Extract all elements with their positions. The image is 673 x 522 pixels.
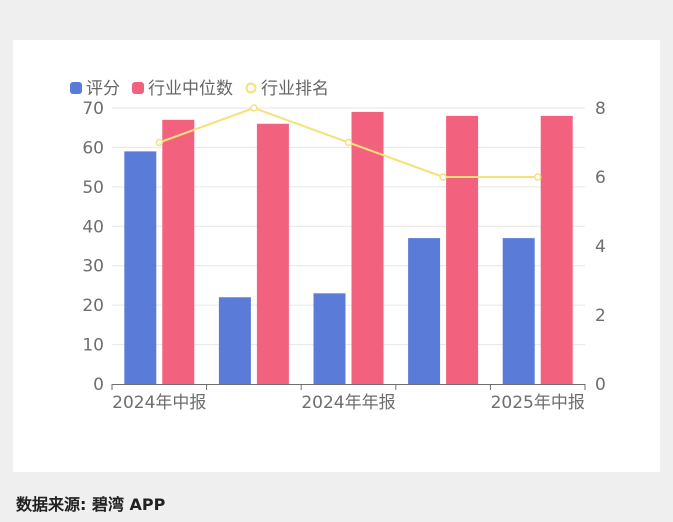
data-source-label: 数据来源: 碧湾 APP — [16, 495, 166, 514]
chart-axes: 0 10 20 30 40 50 60 70 0 2 4 6 8 2024年中报 2024年年报 2025年中… — [82, 99, 605, 413]
legend-label-行业中位数: 行业中位数 — [148, 79, 233, 99]
legend-label-评分: 评分 — [86, 79, 120, 99]
bar-行业中位数 — [162, 119, 195, 384]
y-left-tick-label: 60 — [82, 138, 104, 158]
y-right-tick-label: 6 — [595, 168, 606, 188]
bar-评分 — [124, 151, 157, 384]
y-left-tick-label: 50 — [82, 178, 104, 198]
legend-swatch-行业中位数 — [132, 82, 144, 94]
y-left-tick-label: 0 — [93, 375, 104, 395]
chart-line — [155, 104, 542, 181]
bar-评分 — [218, 297, 251, 384]
chart: 评分 行业中位数 行业排名 0 10 20 30 40 50 60 70 0 2 4 6 8 2024年中报 2… — [70, 79, 606, 413]
bar-评分 — [313, 293, 346, 384]
y-right-tick-label: 2 — [595, 306, 606, 326]
bar-行业中位数 — [351, 111, 384, 384]
y-right-tick-label: 8 — [595, 99, 606, 119]
y-right-tick-label: 4 — [595, 237, 606, 257]
x-tick-label: 2024年年报 — [301, 393, 395, 413]
bar-行业中位数 — [540, 115, 573, 384]
chart-bars — [124, 111, 573, 385]
legend-swatch-评分 — [70, 82, 82, 94]
point-行业排名 — [344, 138, 353, 147]
y-left-tick-label: 70 — [82, 99, 104, 119]
chart-card: 评分 行业中位数 行业排名 0 10 20 30 40 50 60 70 0 2 4 6 8 2024年中报 2… — [13, 40, 660, 472]
y-left-tick-label: 40 — [82, 217, 104, 237]
y-left-tick-label: 30 — [82, 257, 104, 277]
point-行业排名 — [155, 138, 164, 147]
legend-label-行业排名: 行业排名 — [261, 79, 329, 99]
y-left-tick-label: 10 — [82, 336, 104, 356]
y-right-tick-label: 0 — [595, 375, 606, 395]
bar-行业中位数 — [446, 115, 479, 384]
point-行业排名 — [533, 173, 542, 181]
bar-评分 — [408, 238, 441, 384]
point-行业排名 — [250, 104, 258, 112]
x-tick-label: 2024年中报 — [112, 393, 206, 413]
x-tick-label: 2025年中报 — [491, 393, 585, 413]
bar-行业中位数 — [256, 123, 289, 385]
bar-评分 — [502, 238, 535, 384]
y-left-tick-label: 20 — [82, 296, 104, 316]
chart-legend[interactable]: 评分 行业中位数 行业排名 — [70, 79, 329, 99]
legend-swatch-行业排名 — [245, 82, 257, 94]
point-行业排名 — [439, 173, 447, 181]
